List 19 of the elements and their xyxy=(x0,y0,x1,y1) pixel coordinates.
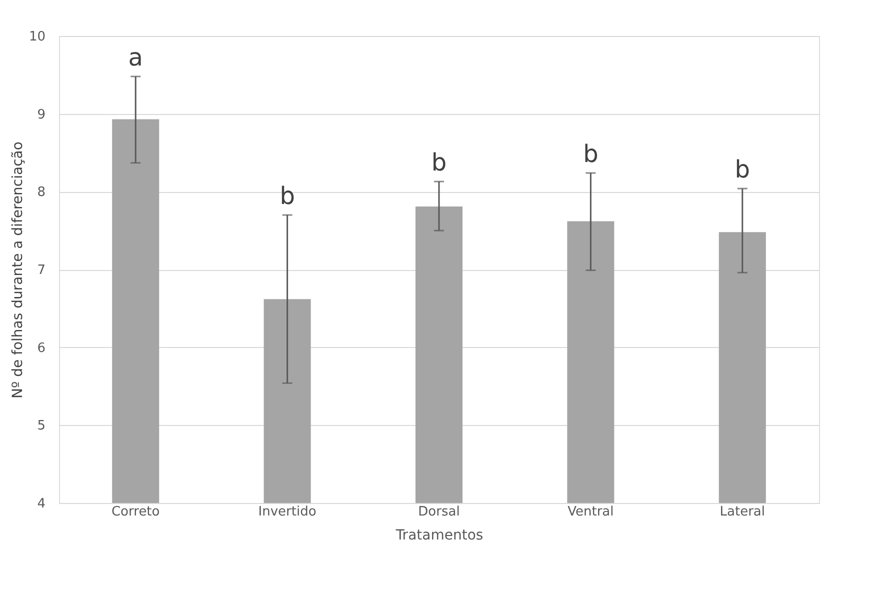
x-axis-title: Tratamentos xyxy=(394,528,484,544)
annotation: b xyxy=(734,156,750,184)
y-tick-label: 9 xyxy=(37,107,46,122)
x-tick-label: Lateral xyxy=(720,504,766,520)
y-tick-label: 7 xyxy=(37,263,46,278)
y-tick-label: 4 xyxy=(37,496,46,512)
y-tick-label: 8 xyxy=(37,185,46,200)
x-tick-label: Dorsal xyxy=(418,504,460,520)
x-tick-label: Correto xyxy=(111,504,160,520)
y-tick-label: 6 xyxy=(37,340,46,356)
y-axis-title: Nº de folhas durante a diferenciação xyxy=(10,142,26,398)
annotation: a xyxy=(128,43,143,72)
x-tick-label: Invertido xyxy=(258,504,316,520)
x-tick-label: Ventral xyxy=(568,504,614,520)
y-tick-label: 10 xyxy=(28,30,46,44)
annotation: b xyxy=(280,182,295,210)
y-tick-label: 5 xyxy=(37,418,46,434)
annotation: b xyxy=(583,140,598,168)
annotation: b xyxy=(431,148,447,177)
